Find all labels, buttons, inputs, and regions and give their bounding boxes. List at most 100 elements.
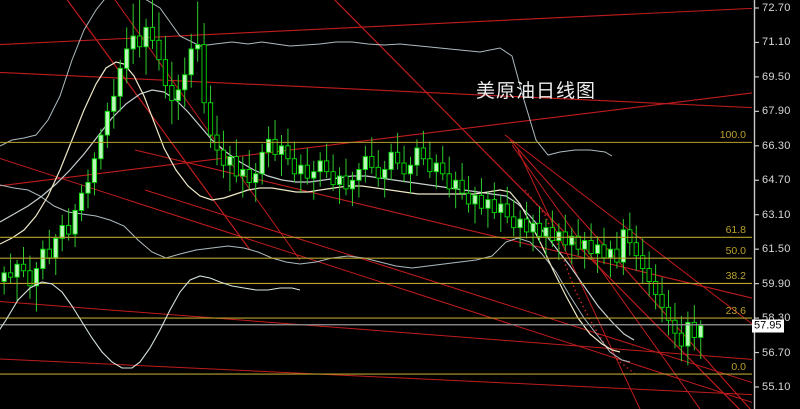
candle-body <box>240 169 246 177</box>
candle-body <box>543 227 549 237</box>
candle-body <box>607 248 614 259</box>
candle-body <box>594 244 601 254</box>
candle-body <box>195 44 201 50</box>
ma-long-line <box>0 89 635 341</box>
candle-body <box>575 235 581 250</box>
candle-body <box>633 242 639 257</box>
candle-body <box>104 110 110 136</box>
candle-body <box>620 229 626 263</box>
candle-body <box>317 160 323 173</box>
candle-body <box>653 281 659 295</box>
candle-body <box>504 203 510 218</box>
candle-body <box>175 89 181 102</box>
candle-body <box>182 74 188 91</box>
bollinger-upper-band <box>0 0 613 157</box>
candle-body <box>324 160 330 173</box>
candle-body <box>420 147 427 160</box>
momentum-oscillator-line <box>0 275 268 369</box>
axis-tick-label: 56.70 <box>762 346 791 359</box>
candle-body <box>362 156 368 170</box>
candle-body <box>478 194 485 209</box>
candle-body <box>111 95 117 112</box>
candle-body <box>395 151 401 164</box>
axis-line-svg <box>753 0 759 409</box>
candle-body <box>407 164 414 175</box>
candle-body <box>556 231 562 242</box>
candle-body <box>72 209 78 235</box>
candle-body <box>465 192 472 205</box>
candle-body <box>227 156 233 166</box>
candle-body <box>278 145 285 155</box>
candle-body <box>246 169 252 183</box>
candle-body <box>691 321 697 338</box>
price-plot-area[interactable] <box>0 0 752 409</box>
candle-body <box>498 203 504 214</box>
axis-tick-label: 67.90 <box>762 105 791 118</box>
candle-body <box>349 179 356 190</box>
candle-body <box>40 248 46 270</box>
candle-body <box>169 85 175 102</box>
candle-body <box>143 26 149 48</box>
candle-body <box>330 171 336 186</box>
axis-tick-label: 72.70 <box>762 2 791 14</box>
candle-body <box>285 145 291 160</box>
candle-body <box>388 151 394 170</box>
candle-body <box>659 293 665 308</box>
candle-body <box>207 102 214 136</box>
candle-body <box>524 218 530 233</box>
candle-body <box>298 164 304 175</box>
candle-body <box>517 218 523 229</box>
candle-body <box>640 255 646 270</box>
price-axis[interactable]: 72.70 71.10 69.50 67.90 66.30 64.70 63.10 61.50… <box>752 0 800 409</box>
candle-body <box>59 225 65 239</box>
candle-body <box>220 149 227 166</box>
candle-body <box>14 263 20 278</box>
parabolic-sar-line <box>524 189 636 375</box>
axis-tick-label: 66.30 <box>762 139 791 152</box>
candle-body <box>336 175 343 186</box>
current-price-tag: 57.95 <box>752 319 784 333</box>
candle-body <box>685 321 691 347</box>
candle-body <box>53 237 59 259</box>
candle-body <box>382 169 388 179</box>
candle-body <box>665 306 672 321</box>
candle-body <box>156 39 162 61</box>
candle-body <box>343 175 349 190</box>
candle-body <box>78 192 85 211</box>
candle-body <box>201 44 207 104</box>
candle-body <box>401 162 407 175</box>
candle-body <box>530 222 536 233</box>
axis-tick-label: 61.50 <box>762 243 791 256</box>
candle-body <box>698 325 704 338</box>
candle-body <box>414 147 420 166</box>
candle-body <box>472 194 478 205</box>
candle-body <box>562 231 568 246</box>
candle-body <box>85 181 91 194</box>
candle-body <box>646 268 652 282</box>
candle-body <box>369 156 375 168</box>
bollinger-lower-band <box>0 184 631 363</box>
candle-body <box>233 156 239 177</box>
candle-body <box>98 134 104 160</box>
chart-title: 美原油日线图 <box>476 80 597 102</box>
candle-body <box>253 173 259 183</box>
candle-body <box>266 138 272 153</box>
candle-body <box>485 199 491 209</box>
candle-body <box>136 35 143 48</box>
candle-body <box>91 158 98 183</box>
candle-body <box>536 222 543 237</box>
candle-body <box>627 229 633 244</box>
candle-body <box>582 240 588 250</box>
candle-body <box>453 179 459 190</box>
candle-body <box>1 272 7 282</box>
candle-body <box>433 162 439 173</box>
candle-body <box>27 270 33 287</box>
candle-body <box>188 48 194 76</box>
candle-body <box>491 199 497 214</box>
momentum-oscillator-line-2 <box>267 287 301 291</box>
candle-body <box>440 162 446 175</box>
candle-body <box>549 227 556 242</box>
chart-canvas <box>0 0 752 409</box>
axis-tick-label: 63.10 <box>762 208 791 221</box>
candle-body <box>569 235 575 246</box>
